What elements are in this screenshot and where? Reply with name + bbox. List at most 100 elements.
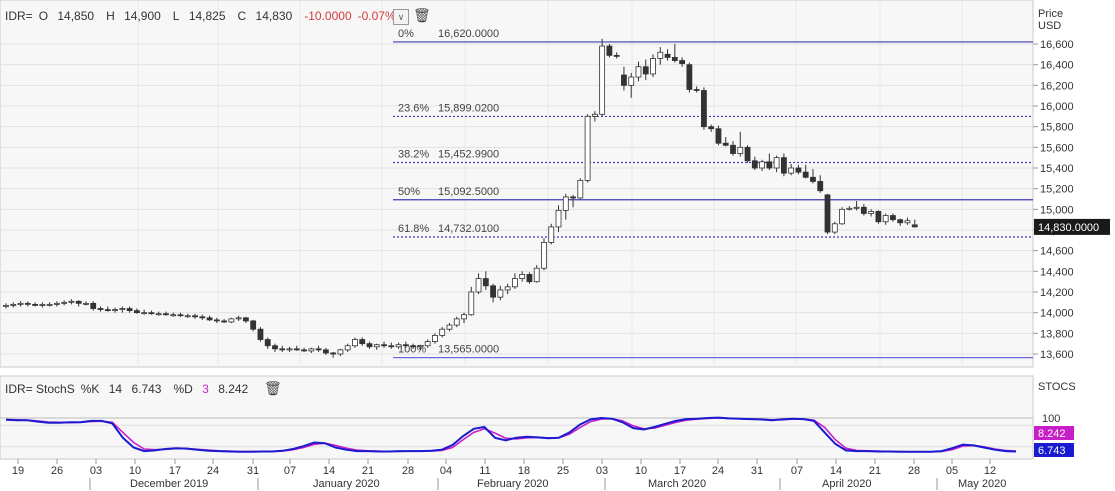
candle-down	[679, 60, 686, 65]
candle-up	[439, 328, 446, 336]
candle-up	[46, 303, 53, 306]
price-axis-title: Price	[1038, 8, 1063, 20]
candle-down	[272, 345, 278, 350]
candle-down	[875, 210, 882, 223]
candle-down	[243, 317, 249, 322]
candle-down	[824, 194, 831, 233]
candle-up	[3, 305, 9, 307]
candle-up	[61, 301, 68, 304]
candle-down	[359, 339, 366, 345]
chevron-down-icon[interactable]: ∨	[393, 9, 409, 25]
candle-up	[773, 157, 780, 169]
time-tick-label: 18	[518, 465, 530, 477]
candle-up	[17, 302, 24, 305]
candle-down	[410, 345, 417, 348]
candle-up	[424, 341, 431, 347]
candle-down	[104, 309, 111, 312]
candle-down	[206, 317, 213, 321]
candle-down	[293, 348, 300, 351]
stochastic-lines	[5, 416, 1017, 453]
candle-down	[301, 349, 307, 352]
candle-down	[177, 314, 184, 317]
candle-up	[788, 167, 795, 174]
fib-level-value: 15,092.5000	[438, 186, 499, 198]
price-panel[interactable]	[0, 0, 1034, 368]
time-tick-label: 04	[440, 465, 452, 477]
candle-up	[831, 223, 838, 233]
candle-up	[53, 302, 60, 305]
time-tick-label: 07	[284, 465, 296, 477]
fib-level-pct: 0%	[398, 28, 414, 40]
candlestick-series	[3, 38, 918, 358]
price-tick-label: 16,600	[1040, 39, 1074, 51]
candle-down	[897, 219, 904, 224]
candle-down	[213, 319, 220, 322]
candle-up	[839, 208, 845, 225]
time-axis: 19 26 03 10 17 24 31 07 14 21 28 04 11 18 25 03 10 17 24 31…	[12, 459, 1006, 490]
candle-down	[802, 171, 809, 178]
candle-down	[526, 274, 533, 283]
candle-up	[577, 179, 584, 199]
fib-level-value: 15,452.9900	[438, 149, 499, 161]
candle-down	[250, 320, 257, 330]
candle-down	[315, 348, 322, 351]
candle-up	[475, 278, 482, 293]
candle-down	[810, 176, 816, 182]
candle-down	[163, 313, 169, 316]
close-label: C 14,830	[237, 9, 293, 23]
fib-level-value: 13,565.0000	[438, 344, 499, 356]
candle-up	[599, 45, 606, 115]
candle-up	[228, 318, 235, 323]
candle-down	[621, 74, 627, 86]
stoch-d-tag-label: 8.242	[1038, 428, 1066, 440]
candle-down	[671, 57, 678, 61]
stoch-d-label: %D 3 8.242	[173, 382, 249, 396]
time-tick-label: 24	[207, 465, 219, 477]
candle-up	[112, 309, 118, 312]
time-tick-label: 25	[557, 465, 569, 477]
candle-down	[693, 89, 700, 91]
price-tick-label: 16,200	[1040, 80, 1074, 92]
trash-icon[interactable]: 🗑	[264, 380, 282, 396]
candle-down	[24, 302, 31, 305]
candle-down	[570, 196, 576, 199]
price-grid	[0, 0, 1033, 367]
price-tick-label: 14,400	[1040, 266, 1074, 278]
time-tick-label: 14	[830, 465, 842, 477]
candle-up	[141, 312, 148, 315]
candle-down	[795, 167, 802, 173]
candle-up	[83, 302, 89, 305]
stoch-tick-label: 100	[1042, 413, 1060, 425]
candle-down	[97, 308, 104, 310]
time-tick-label: 19	[12, 465, 24, 477]
price-tick-label: 14,000	[1040, 308, 1074, 320]
time-tick-label: 07	[791, 465, 803, 477]
candle-up	[461, 314, 467, 320]
candle-down	[264, 339, 271, 347]
candle-down	[701, 90, 707, 128]
candle-down	[330, 352, 337, 355]
fib-level-value: 16,620.0000	[438, 28, 499, 40]
candle-up	[446, 324, 453, 330]
candle-up	[468, 291, 475, 316]
candle-up	[337, 349, 344, 355]
candle-down	[381, 344, 387, 347]
candle-up	[512, 278, 518, 288]
candle-up	[635, 66, 642, 78]
candle-down	[32, 303, 38, 306]
time-tick-label: 11	[479, 465, 490, 477]
candle-down	[490, 285, 496, 298]
candle-up	[10, 303, 17, 306]
high-label: H 14,900	[106, 9, 161, 23]
fib-level-value: 14,732.0100	[438, 223, 499, 235]
candle-up	[504, 286, 511, 291]
stochastic-legend: IDR= StochS %K 14 6.743 %D 3 8.242	[5, 382, 260, 396]
price-tick-label: 15,000	[1040, 204, 1074, 216]
candle-down	[148, 312, 155, 315]
time-tick-label: 21	[869, 465, 881, 477]
change-value: -10.0000	[304, 9, 352, 23]
candle-up	[759, 161, 765, 169]
candle-down	[911, 224, 918, 228]
trash-icon[interactable]: 🗑	[413, 7, 431, 23]
candle-down	[366, 343, 373, 348]
